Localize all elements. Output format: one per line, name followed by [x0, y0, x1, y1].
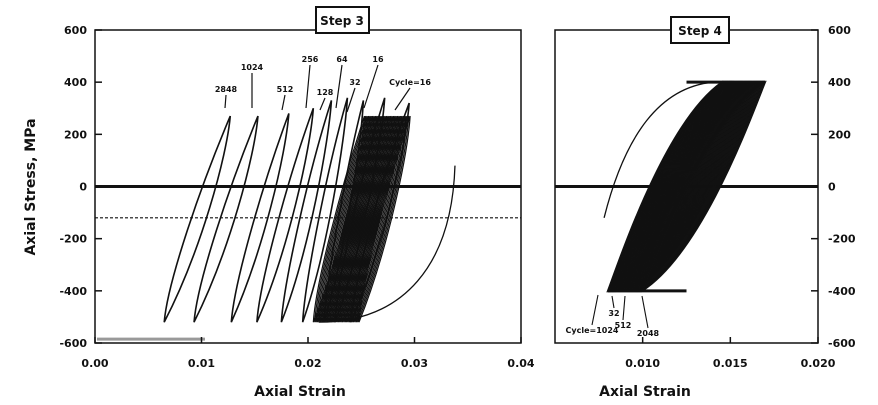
step3-x-tick-label: 0.03	[401, 357, 428, 370]
step4-title-box	[670, 16, 730, 44]
step4-x-tick-label: 0.010	[625, 357, 660, 370]
step4-panel: 600 400 200 0 -200 -400 -600 0.010 0.015 0.020 C…	[554, 16, 856, 400]
step3-x-tick-label: 0.00	[81, 357, 108, 370]
step4-cycle-leader	[622, 295, 626, 321]
step3-cycle-leader	[319, 97, 326, 111]
step3-cycle-label: 512	[277, 85, 294, 94]
step4-cycle-label: Cycle=1024	[566, 326, 619, 335]
step3-x-axis-label: Axial Strain	[254, 384, 346, 400]
step3-y-tick-label: -200	[59, 233, 87, 246]
step4-x-tick-label: 0.020	[801, 357, 836, 370]
step3-cycle-leader	[346, 87, 356, 113]
step3-reference-lines	[95, 185, 521, 341]
step3-y-tick-label: -400	[59, 285, 87, 298]
step3-cycle-label: 32	[349, 78, 360, 87]
step4-y-tick-label: 400	[828, 76, 851, 89]
step4-cycle-labels: Cycle=1024 32 512 2048	[566, 294, 660, 338]
step3-x-ticks: 0.00 0.01 0.02 0.03 0.04	[81, 337, 535, 370]
step3-cycle-leader	[224, 94, 227, 109]
step4-x-ticks: 0.010 0.015 0.020	[625, 337, 836, 370]
step3-dense-loop	[348, 115, 402, 323]
step4-y-ticks: 600 400 200 0 -200 -400 -600	[811, 24, 856, 350]
step4-cycle-label: 32	[608, 309, 619, 318]
step3-dense-loop	[357, 115, 410, 323]
step3-loop-1024	[193, 115, 259, 323]
step4-y-tick-label: -400	[828, 285, 856, 298]
step3-cycle-leader	[305, 64, 311, 109]
step3-cycle-label: 16	[372, 55, 384, 64]
step3-cycle-label: Cycle=16	[389, 78, 431, 87]
step4-cycle-label: 512	[615, 321, 632, 330]
step3-cycle-label: 64	[336, 55, 348, 64]
step3-cycle-label: 1024	[241, 63, 264, 72]
step3-loop-256	[280, 100, 333, 323]
step3-cycle-leader	[363, 64, 379, 109]
step3-y-tick-label: -600	[59, 337, 87, 350]
step3-hysteresis-loops	[163, 97, 456, 323]
step4-initial-curve	[603, 81, 713, 218]
step3-dense-loop	[354, 115, 407, 323]
step3-y-tick-label: 200	[64, 128, 87, 141]
step3-dense-loop	[352, 115, 406, 323]
step4-cycle-leader	[611, 295, 615, 309]
step3-loop-2848	[163, 115, 232, 323]
step4-y-tick-label: 200	[828, 128, 851, 141]
step3-dense-loop	[351, 115, 404, 323]
step4-cycle-leader	[591, 294, 599, 326]
step3-loop-128	[256, 107, 315, 323]
step3-cycle-label: 2848	[215, 85, 238, 94]
step4-y-tick-label: -600	[828, 337, 856, 350]
step3-x-tick-label: 0.02	[294, 357, 321, 370]
step4-cycle-label: 2048	[637, 329, 660, 338]
step3-outer-curve	[318, 165, 456, 323]
step3-cycle-leader	[281, 94, 286, 111]
step4-x-tick-label: 0.015	[713, 357, 748, 370]
step3-y-ticks: 600 400 200 0 -200 -400 -600	[59, 24, 102, 350]
step3-cycle-label: 256	[302, 55, 319, 64]
step4-y-tick-label: -200	[828, 233, 856, 246]
step4-y-tick-label: 600	[828, 24, 851, 37]
step3-cycle-labels: 2848 1024 512 256 64 16 32 128 Cycle=16	[215, 55, 431, 113]
step3-cycle-label: 128	[317, 88, 334, 97]
step3-y-axis-label: Axial Stress, MPa	[23, 118, 39, 255]
step3-dense-loop	[350, 115, 403, 323]
step3-title: Step 3	[320, 14, 364, 28]
step3-cycle-leader	[335, 64, 343, 109]
step4-x-axis-label: Axial Strain	[599, 384, 691, 400]
step3-loop-512	[230, 113, 290, 323]
step3-x-tick-label: 0.04	[507, 357, 534, 370]
step3-loop-64	[301, 97, 349, 323]
step3-title-box	[315, 6, 370, 34]
step3-dense-loop	[358, 115, 411, 323]
step4-title: Step 4	[678, 24, 722, 38]
step3-cycle-leader	[394, 87, 411, 111]
step3-y-tick-label: 600	[64, 24, 87, 37]
step4-hysteresis-band	[603, 80, 767, 293]
step3-y-tick-label: 400	[64, 76, 87, 89]
step3-y-tick-label: 0	[79, 181, 87, 194]
step4-cycle-leader	[641, 295, 649, 329]
step3-x-tick-label: 0.01	[188, 357, 215, 370]
step4-y-tick-label: 0	[828, 181, 836, 194]
step3-dense-loop	[355, 115, 408, 323]
